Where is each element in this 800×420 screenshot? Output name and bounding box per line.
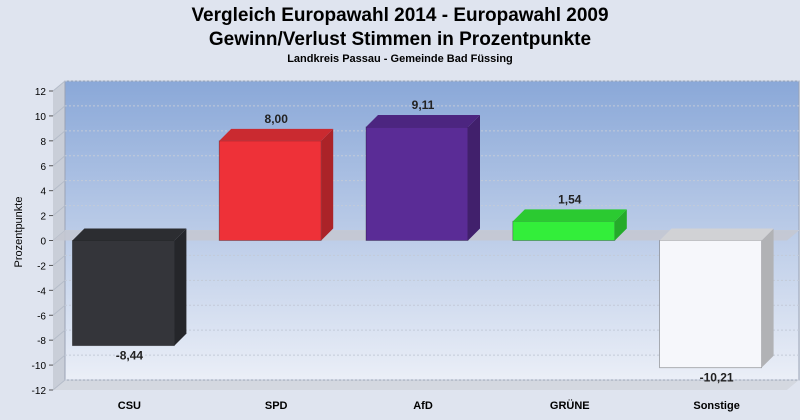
y-tick-label: -10 bbox=[32, 361, 47, 372]
bar-value-label: -8,44 bbox=[116, 349, 144, 363]
bar-value-label: -10,21 bbox=[700, 371, 734, 385]
bar-front bbox=[365, 126, 469, 241]
bar-side bbox=[321, 128, 334, 241]
bar-front bbox=[218, 140, 322, 241]
bar-side bbox=[614, 209, 627, 241]
chart-title-line-1: Vergleich Europawahl 2014 - Europawahl 2… bbox=[191, 5, 609, 26]
bar-front bbox=[659, 240, 762, 369]
y-tick-label: -4 bbox=[37, 286, 46, 297]
y-tick-label: -6 bbox=[37, 311, 46, 322]
bar-value-label: 8,00 bbox=[265, 112, 289, 126]
y-tick-label: 6 bbox=[40, 162, 46, 173]
gridline-diag bbox=[52, 105, 66, 117]
bar-csu bbox=[72, 228, 187, 347]
bar-front bbox=[512, 220, 616, 241]
bar-side bbox=[468, 115, 480, 241]
bar-top bbox=[659, 228, 774, 241]
bar-sonstige bbox=[659, 228, 774, 369]
y-tick-label: 10 bbox=[35, 112, 47, 123]
gridline-diag bbox=[52, 80, 66, 92]
bar-value-label: 1,54 bbox=[558, 192, 582, 206]
y-tick-label: -12 bbox=[32, 386, 47, 397]
gridline-diag bbox=[52, 255, 66, 266]
chart-title-line-2: Gewinn/Verlust Stimmen in Prozentpunkte bbox=[208, 29, 592, 50]
y-tick-label: 4 bbox=[40, 187, 46, 198]
chart-title: Vergleich Europawahl 2014 - Europawahl 2… bbox=[0, 4, 800, 52]
x-category-label: Sonstige bbox=[693, 400, 739, 412]
gridline-diag bbox=[52, 354, 66, 366]
y-tick-label: 8 bbox=[40, 137, 46, 148]
y-tick-label: 0 bbox=[40, 237, 46, 248]
bar-value-label: 9,11 bbox=[412, 98, 435, 112]
bar-top bbox=[219, 128, 334, 141]
bar-side bbox=[761, 228, 774, 368]
bar-top bbox=[366, 115, 480, 128]
bar-front bbox=[72, 240, 175, 347]
gridline-diag bbox=[52, 205, 66, 216]
gridline-diag bbox=[52, 180, 66, 192]
bar-top bbox=[512, 209, 627, 222]
gridline-diag bbox=[52, 155, 66, 167]
bar-grne bbox=[512, 209, 627, 241]
bar-afd bbox=[365, 115, 480, 241]
gridline-diag bbox=[52, 130, 66, 142]
bar-top bbox=[72, 228, 187, 241]
x-category-label: CSU bbox=[118, 400, 141, 412]
y-tick-label: -8 bbox=[37, 336, 46, 347]
bar-spd bbox=[218, 128, 334, 241]
y-tick-label: 2 bbox=[40, 212, 46, 223]
gridline-diag bbox=[52, 279, 66, 291]
bar-side bbox=[174, 228, 187, 346]
gridline-diag bbox=[52, 329, 66, 341]
gridline-diag bbox=[52, 304, 66, 316]
x-category-label: GRÜNE bbox=[550, 399, 590, 412]
y-axis-label: Prozentpunkte bbox=[13, 197, 25, 268]
chart-subtitle: Landkreis Passau - Gemeinde Bad Füssing bbox=[287, 53, 513, 65]
x-category-label: SPD bbox=[265, 400, 288, 412]
gridline-diag bbox=[52, 379, 66, 391]
y-tick-label: 12 bbox=[35, 87, 47, 98]
x-category-label: AfD bbox=[413, 400, 433, 412]
plot-floor bbox=[53, 380, 799, 390]
y-tick-label: -2 bbox=[37, 261, 46, 272]
